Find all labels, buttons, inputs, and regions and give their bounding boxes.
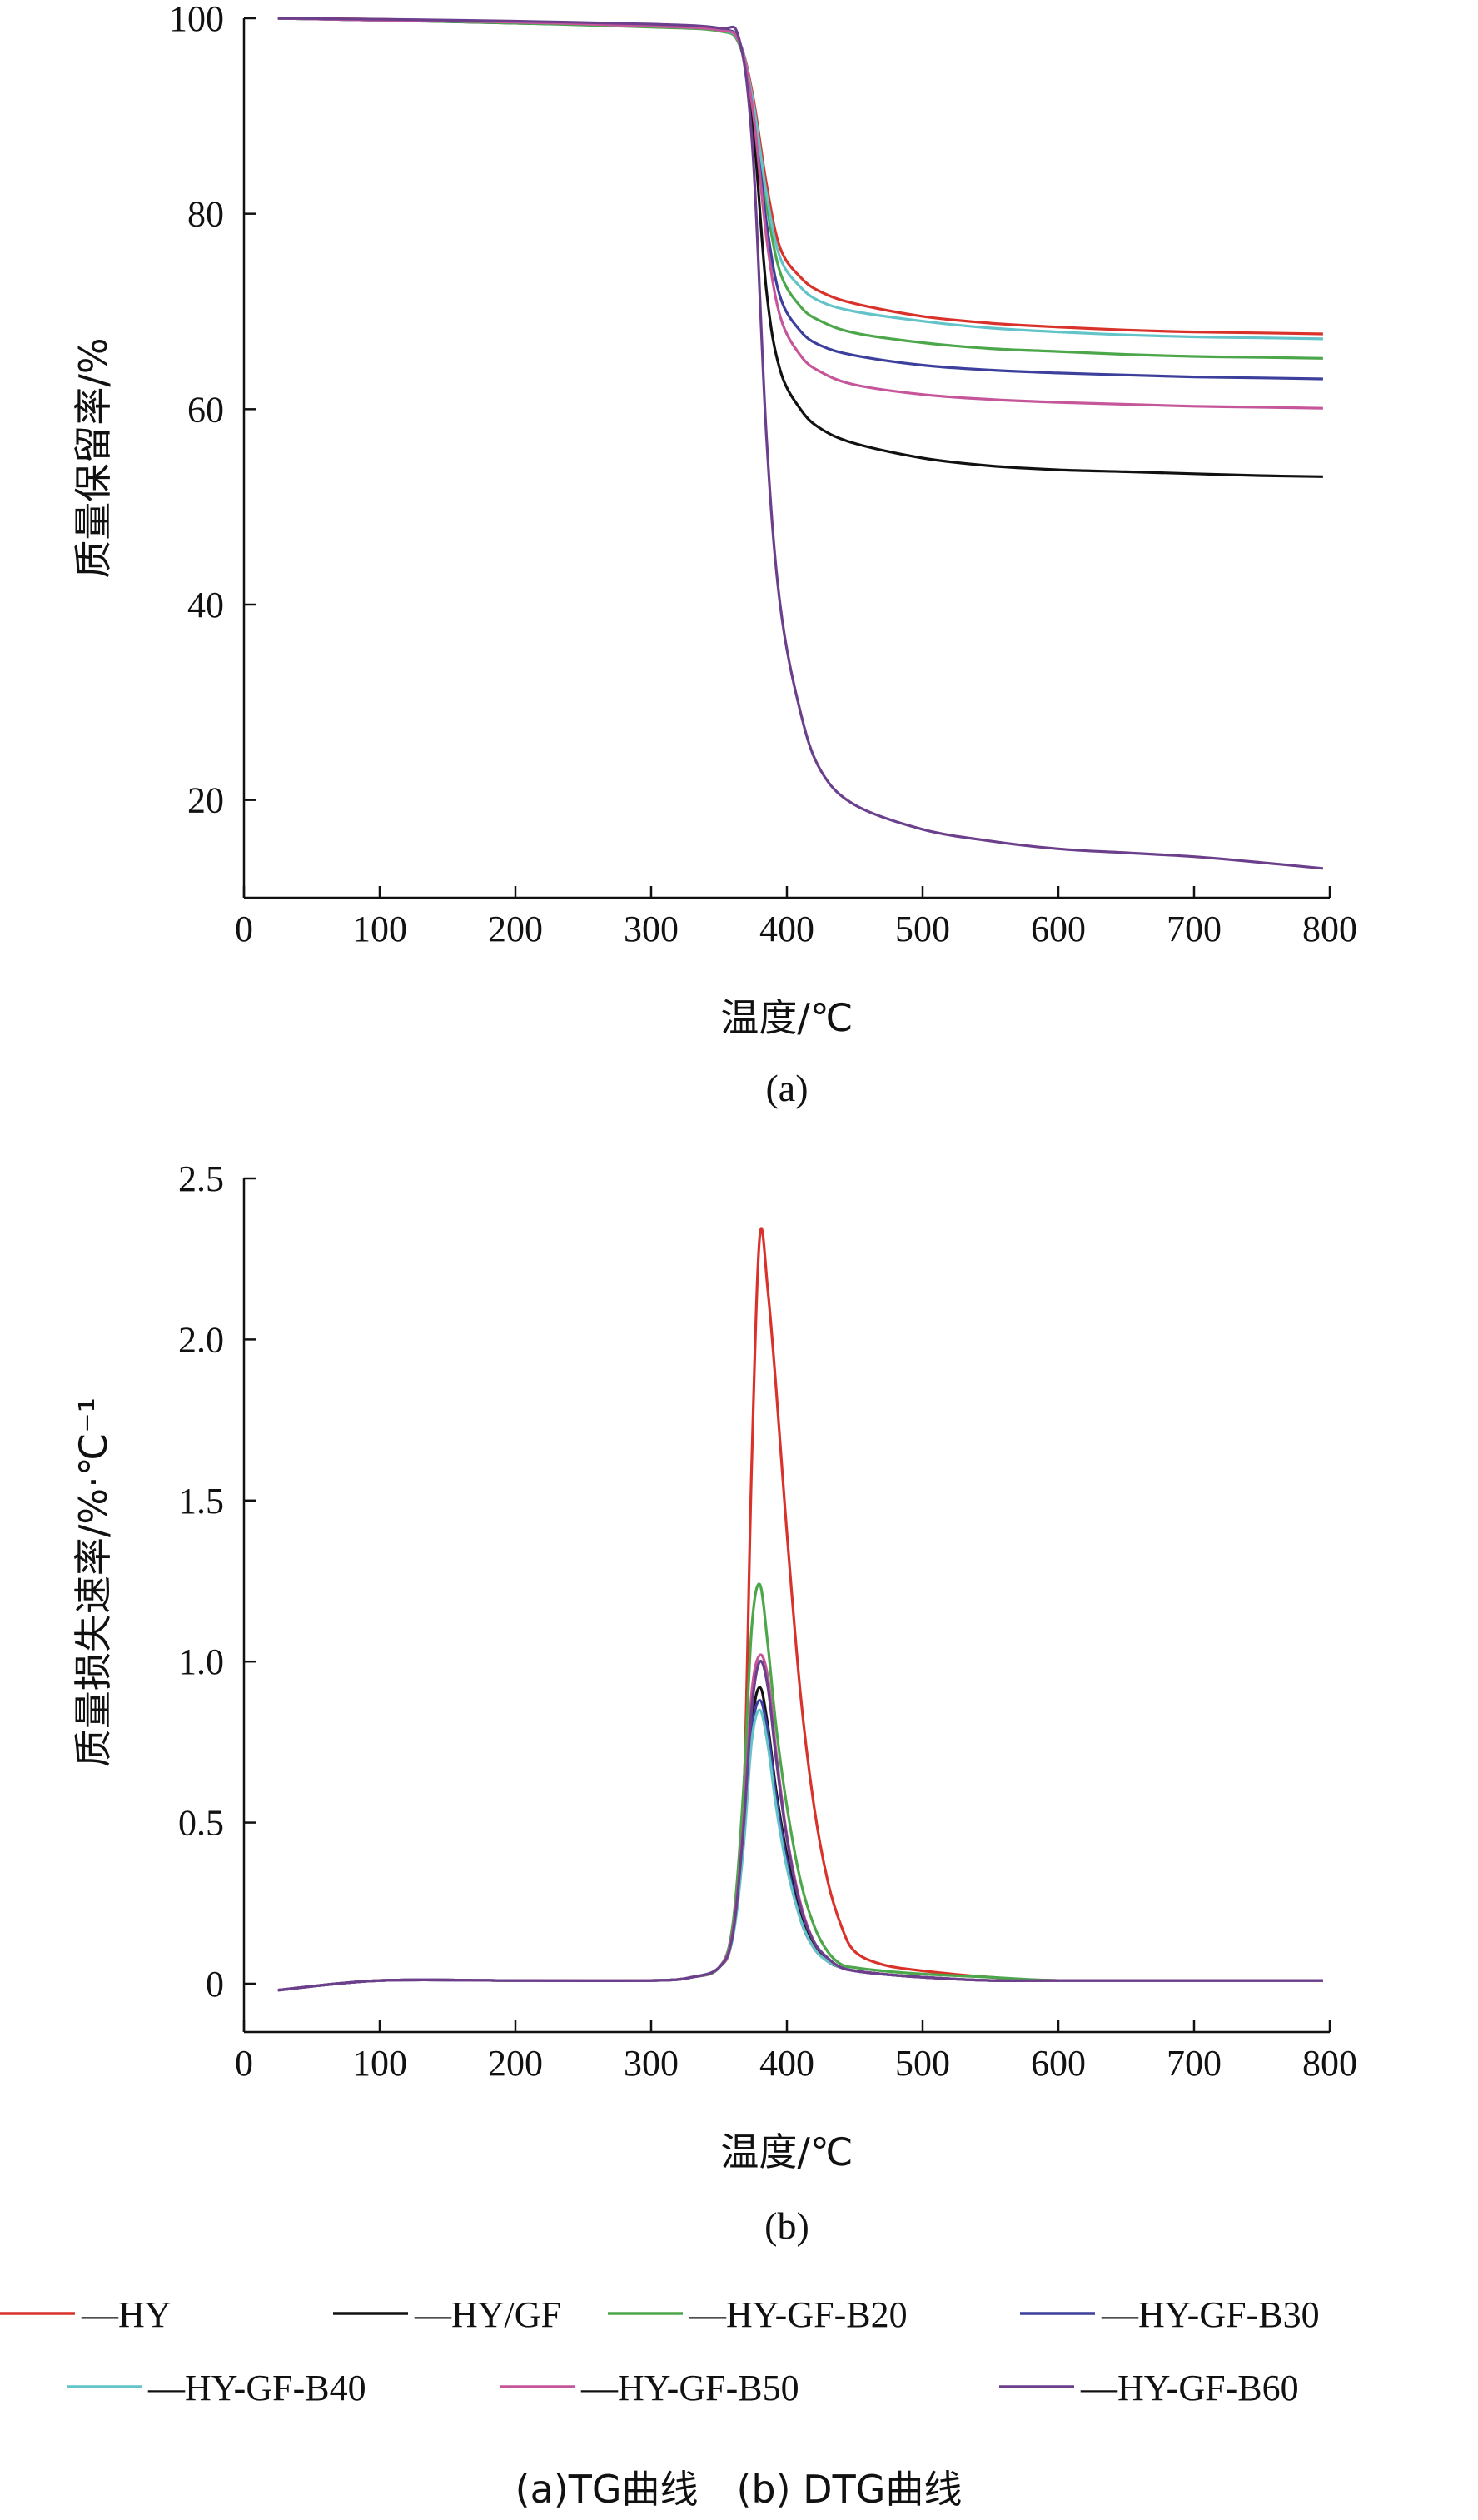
panel-b-x-tick-label: 0 [235,2043,253,2084]
panel-a-y-tick-label: 20 [187,780,224,821]
panel-a-series [277,17,1324,870]
panel-a-series-hy-gf-b30 [277,17,1323,381]
panel-b-x-tick-label: 200 [488,2043,543,2084]
legend-item: —HY-GF-B20 [608,2294,908,2335]
panel-b-y-tick-label: 2.5 [178,1158,224,1199]
legend-item: —HY-GF-B30 [1020,2294,1320,2335]
panel-a-x-tick-label: 0 [235,909,253,949]
panel-b-x-tick-label: 600 [1031,2043,1086,2084]
legend-item: —HY/GF [333,2294,561,2335]
legend-label: —HY/GF [414,2294,561,2335]
panel-b-x-tick-label: 100 [352,2043,407,2084]
panel-b-x-tick-label: 300 [624,2043,679,2084]
legend-label: —HY [81,2294,172,2335]
legend-label: —HY-GF-B20 [689,2294,908,2335]
panel-a-x-tick-label: 700 [1167,909,1222,949]
panel-a-x-tick-label: 800 [1302,909,1357,949]
panel-b-series-hy-gf-b60 [277,1659,1323,1992]
panel-a-x-tick-label: 500 [895,909,950,949]
legend-label: —HY-GF-B50 [580,2368,799,2408]
panel-b: 0 100 200 300 400 500 600 700 800 0 0.5 1.0 1.5 2.0 2.… [71,1158,1357,2247]
panel-a-series-hy-gf-b60 [277,17,1324,870]
panel-b-x-tick-label: 700 [1167,2043,1222,2084]
panel-a-x-tick-label: 200 [488,909,543,949]
legend-item: —HY-GF-B50 [500,2368,799,2408]
legend-label: —HY-GF-B30 [1101,2294,1320,2335]
legend-label: —HY-GF-B40 [147,2368,366,2408]
panel-a-series-hy-gf [277,17,1323,478]
legend-item: —HY-GF-B40 [67,2368,366,2408]
panel-b-y-tick-label: 0 [206,1964,224,2005]
panel-b-series-hy-gf [277,1686,1323,1992]
panel-b-ticks: 0 100 200 300 400 500 600 700 800 0 0.5 1.0 1.5 2.0 2.… [178,1158,1357,2084]
panel-b-x-label: 温度/℃ [720,2129,853,2174]
panel-a-x-tick-label: 100 [352,909,407,949]
panel-b-x-tick-label: 400 [759,2043,814,2084]
panel-a-x-tick-label: 300 [624,909,679,949]
panel-b-x-tick-label: 800 [1302,2043,1357,2084]
legend-item: —HY-GF-B60 [999,2368,1299,2408]
panel-b-y-tick-label: 1.0 [178,1641,224,1682]
legend-label: —HY-GF-B60 [1080,2368,1299,2408]
panel-b-y-tick-label: 2.0 [178,1319,224,1360]
panel-b-series-hy-gf-b20 [277,1582,1323,1992]
panel-b-series-hy-gf-b30 [277,1699,1323,1992]
panel-a-series-hy-gf-b40 [277,17,1323,341]
panel-b-x-tick-label: 500 [895,2043,950,2084]
panel-a-series-hy-gf-b20 [277,17,1323,360]
panel-a: 0 100 200 300 400 500 600 700 800 20 40 60 80 100 温度/… [71,0,1357,1109]
panel-a-y-tick-label: 100 [169,0,224,39]
panel-b-label: (b) [764,2204,809,2247]
legend-item: —HY [0,2294,172,2335]
panel-a-ticks: 0 100 200 300 400 500 600 700 800 20 40 60 80 100 [169,0,1357,949]
panel-b-y-label: 质量损失速率/%·℃⁻¹ [71,1397,116,1767]
panel-a-label: (a) [765,1067,808,1109]
panel-a-x-tick-label: 400 [759,909,814,949]
figure-caption: (a)TG曲线 (b) DTG曲线 [515,2467,963,2512]
panel-b-series [277,1227,1323,1992]
legend: —HY —HY/GF —HY-GF-B20 —HY-GF-B30 —HY-GF-B40 —… [0,2294,1320,2408]
panel-a-y-tick-label: 60 [187,389,224,430]
panel-b-series-hy-gf-b40 [277,1708,1323,1992]
panel-a-y-tick-label: 40 [187,585,224,625]
panel-a-y-label: 质量保留率/% [71,337,116,578]
panel-a-series-hy-gf-b50 [277,17,1323,410]
panel-a-x-tick-label: 600 [1031,909,1086,949]
panel-a-y-tick-label: 80 [187,194,224,235]
panel-a-x-label: 温度/℃ [720,995,853,1040]
panel-b-y-tick-label: 0.5 [178,1803,224,1844]
panel-b-y-tick-label: 1.5 [178,1481,224,1521]
